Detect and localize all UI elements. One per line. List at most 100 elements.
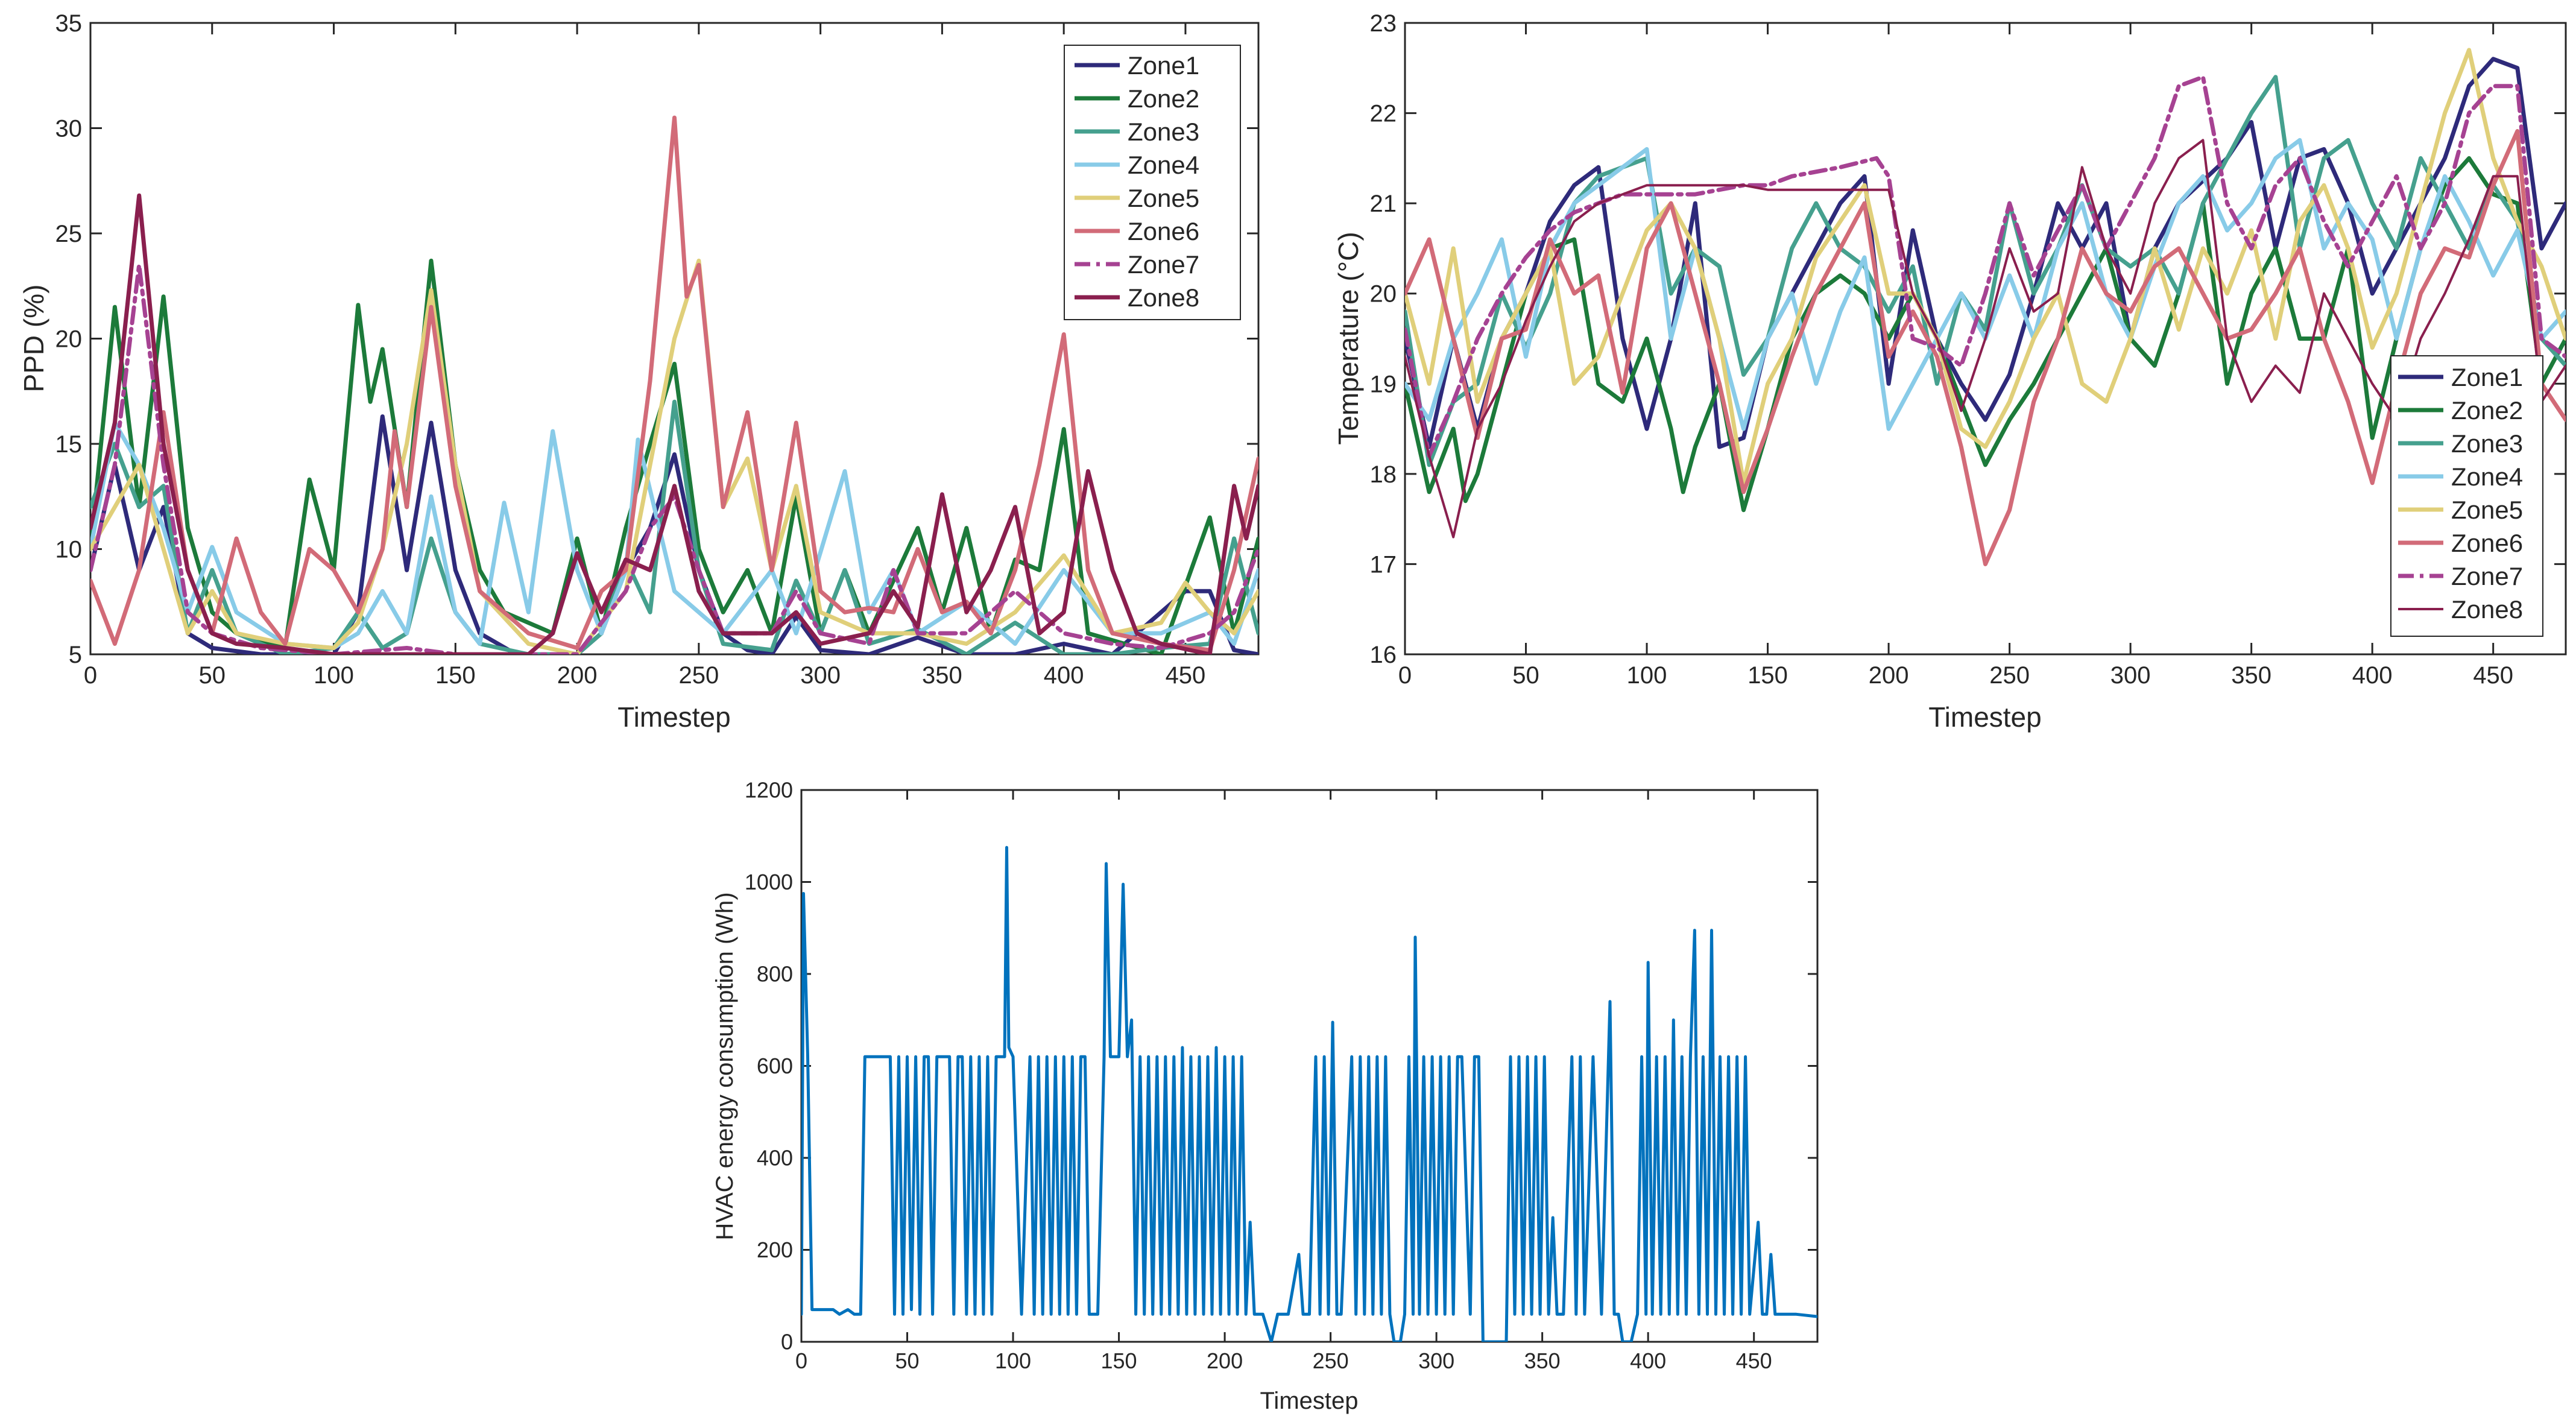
- x-tick-label: 250: [1989, 662, 2030, 689]
- chart-ppd: 0 50 100 150 200 250 300 350 400 450 5 10 15 20 25 30 35…: [18, 10, 1260, 733]
- y-tick-label: 20: [55, 326, 83, 353]
- legend-label-zone2: Zone2: [1128, 84, 1199, 113]
- ticks: 0 50 100 150 200 250 300 350 400 450 5 10 15 20 25 30 35: [55, 10, 1258, 689]
- x-tick-label: 50: [895, 1348, 919, 1373]
- legend: Zone1 Zone2 Zone3 Zone4 Zone5 Zone6 Zone7 Zone8: [1064, 45, 1241, 320]
- legend-label-zone3: Zone3: [1128, 118, 1199, 146]
- x-tick-label: 50: [199, 662, 226, 689]
- series-line-zone4: [90, 420, 1258, 650]
- y-tick-label: 16: [1370, 642, 1397, 668]
- x-tick-label: 250: [678, 662, 719, 689]
- y-tick-label: 18: [1370, 461, 1397, 488]
- y-tick-label: 17: [1370, 551, 1397, 578]
- legend-label-zone5: Zone5: [2451, 496, 2523, 524]
- y-tick-label: 400: [757, 1146, 793, 1171]
- x-tick-label: 250: [1313, 1348, 1349, 1373]
- legend-label-zone3: Zone3: [2451, 429, 2523, 458]
- y-axis-label: HVAC energy consumption (Wh): [712, 892, 738, 1240]
- series-line-zone5: [90, 258, 1258, 654]
- x-tick-label: 50: [1512, 662, 1539, 689]
- y-tick-label: 30: [55, 116, 83, 142]
- x-tick-label: 450: [2473, 662, 2513, 689]
- legend-label-zone6: Zone6: [2451, 529, 2523, 557]
- x-tick-label: 400: [2352, 662, 2393, 689]
- y-axis-label: Temperature (°C): [1333, 232, 1364, 444]
- legend-label-zone5: Zone5: [1128, 184, 1199, 212]
- x-tick-label: 0: [795, 1348, 807, 1373]
- y-tick-label: 21: [1370, 191, 1397, 217]
- y-axis-label: PPD (%): [18, 285, 49, 393]
- series-line-zone8: [1405, 139, 2566, 539]
- x-tick-label: 150: [435, 662, 476, 689]
- legend-label-zone4: Zone4: [1128, 151, 1199, 179]
- x-tick-label: 350: [1524, 1348, 1561, 1373]
- series-line-zone6: [90, 115, 1258, 653]
- series-line-zone7: [1405, 75, 2566, 458]
- legend-label-zone7: Zone7: [2451, 562, 2523, 590]
- x-tick-label: 350: [922, 662, 962, 689]
- legend-label-zone1: Zone1: [2451, 363, 2523, 391]
- x-axis-label: Timestep: [1928, 701, 2041, 733]
- series-line-zone6: [1405, 129, 2566, 566]
- x-tick-label: 450: [1166, 662, 1206, 689]
- ticks: 0 50 100 150 200 250 300 350 400 450 16 17 18 19 20 21 2…: [1370, 10, 2566, 689]
- x-tick-label: 200: [1869, 662, 1909, 689]
- x-axis-label: Timestep: [1260, 1388, 1358, 1414]
- series-line-zone5: [1405, 48, 2566, 485]
- x-tick-label: 300: [2110, 662, 2151, 689]
- x-tick-label: 100: [1627, 662, 1667, 689]
- series-layer: [801, 845, 1817, 1342]
- legend-label-zone8: Zone8: [1128, 283, 1199, 312]
- y-tick-label: 20: [1370, 281, 1397, 308]
- series-line-zone7: [90, 262, 1258, 654]
- y-tick-label: 200: [757, 1237, 793, 1262]
- series-layer: [1405, 48, 2566, 566]
- ticks: 0 50 100 150 200 250 300 350 400 450 0 200 400 600 800…: [745, 778, 1817, 1373]
- x-tick-label: 100: [314, 662, 354, 689]
- x-tick-label: 300: [1418, 1348, 1454, 1373]
- x-tick-label: 300: [800, 662, 841, 689]
- x-tick-label: 200: [557, 662, 598, 689]
- legend-label-zone7: Zone7: [1128, 250, 1199, 279]
- x-tick-label: 100: [995, 1348, 1031, 1373]
- x-tick-label: 400: [1630, 1348, 1666, 1373]
- y-tick-label: 22: [1370, 101, 1397, 127]
- series-line-zone3: [1405, 75, 2566, 467]
- legend-label-zone8: Zone8: [2451, 595, 2523, 624]
- series-line-zone8: [90, 193, 1258, 654]
- y-tick-label: 600: [757, 1054, 793, 1078]
- legend-box: [1064, 45, 1241, 320]
- x-tick-label: 0: [1398, 662, 1412, 689]
- x-axis-label: Timestep: [617, 701, 730, 733]
- y-tick-label: 19: [1370, 371, 1397, 397]
- y-tick-label: 15: [55, 431, 83, 458]
- legend-label-zone6: Zone6: [1128, 217, 1199, 245]
- legend: Zone1 Zone2 Zone3 Zone4 Zone5 Zone6 Zone7 Zone8: [2390, 355, 2543, 637]
- x-tick-label: 150: [1101, 1348, 1137, 1373]
- y-tick-label: 35: [55, 10, 83, 37]
- legend-items: Zone1 Zone2 Zone3 Zone4 Zone5 Zone6 Zone7 Zone8: [2398, 363, 2523, 624]
- x-tick-label: 450: [1736, 1348, 1772, 1373]
- x-tick-label: 0: [84, 662, 97, 689]
- y-tick-label: 0: [781, 1330, 793, 1354]
- legend-label-zone2: Zone2: [2451, 396, 2523, 425]
- y-tick-label: 25: [55, 221, 83, 247]
- chart-temperature: 0 50 100 150 200 250 300 350 400 450 16 17 18 19 20 21 2…: [1333, 10, 2567, 733]
- chart-hvac: 0 50 100 150 200 250 300 350 400 450 0 200 400 600 800…: [712, 778, 1819, 1414]
- y-tick-label: 1200: [745, 778, 793, 803]
- x-tick-label: 400: [1044, 662, 1084, 689]
- y-tick-label: 23: [1370, 10, 1397, 37]
- y-tick-label: 1000: [745, 870, 793, 894]
- series-layer: [90, 115, 1258, 654]
- legend-label-zone1: Zone1: [1128, 51, 1199, 80]
- x-tick-label: 150: [1747, 662, 1788, 689]
- x-tick-label: 350: [2231, 662, 2271, 689]
- legend-label-zone4: Zone4: [2451, 463, 2523, 491]
- series-line-zone1: [1405, 57, 2566, 449]
- legend-items: Zone1 Zone2 Zone3 Zone4 Zone5 Zone6 Zone7 Zone8: [1075, 51, 1199, 312]
- x-tick-label: 200: [1207, 1348, 1243, 1373]
- series-line-hvac-energy-consumption: [801, 845, 1817, 1342]
- y-tick-label: 800: [757, 962, 793, 987]
- y-tick-label: 5: [69, 642, 82, 668]
